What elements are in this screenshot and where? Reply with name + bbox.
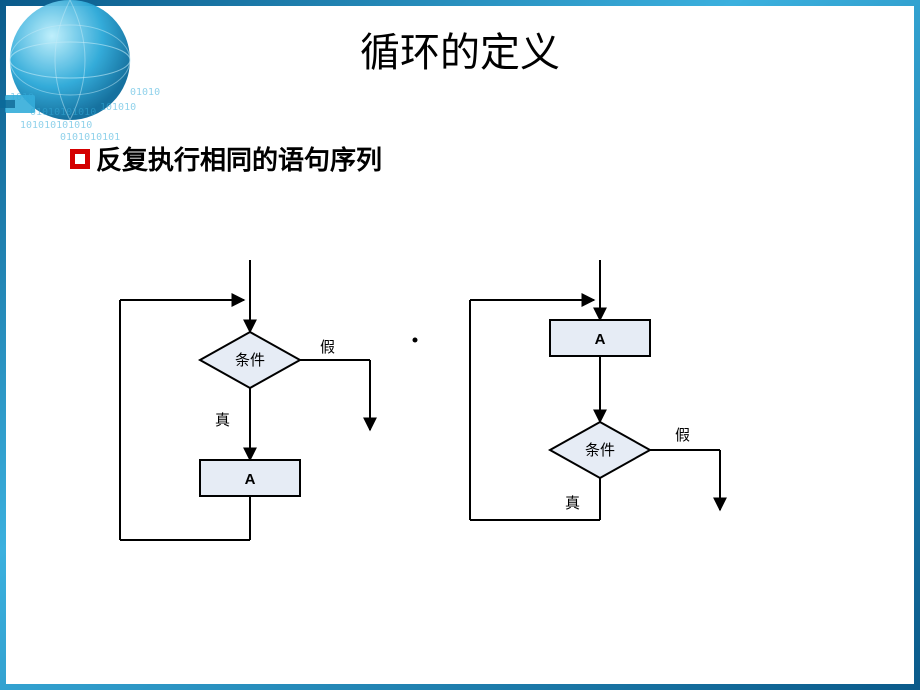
false-label: 假 xyxy=(675,427,690,444)
slide-content: 循环的定义 反复执行相同的语句序列 条件 真 A xyxy=(0,0,920,690)
true-label: 真 xyxy=(215,411,230,429)
bullet-definition: 反复执行相同的语句序列 xyxy=(70,140,382,177)
process-label: A xyxy=(245,471,256,488)
flowchart-while: 条件 真 A 假 xyxy=(110,260,430,560)
slide-title: 循环的定义 xyxy=(0,20,920,78)
flowchart-do-while: A 条件 真 假 xyxy=(460,260,780,560)
center-dot-icon xyxy=(413,338,418,343)
true-label: 真 xyxy=(565,494,580,512)
condition-label: 条件 xyxy=(585,442,615,459)
bullet-marker-icon xyxy=(70,149,90,169)
slide-frame: 01010101010 101010101010 0101010101 1010… xyxy=(0,0,920,690)
false-label: 假 xyxy=(320,339,335,356)
process-label: A xyxy=(595,331,606,348)
bullet-text: 反复执行相同的语句序列 xyxy=(96,140,382,177)
condition-label: 条件 xyxy=(235,352,265,369)
